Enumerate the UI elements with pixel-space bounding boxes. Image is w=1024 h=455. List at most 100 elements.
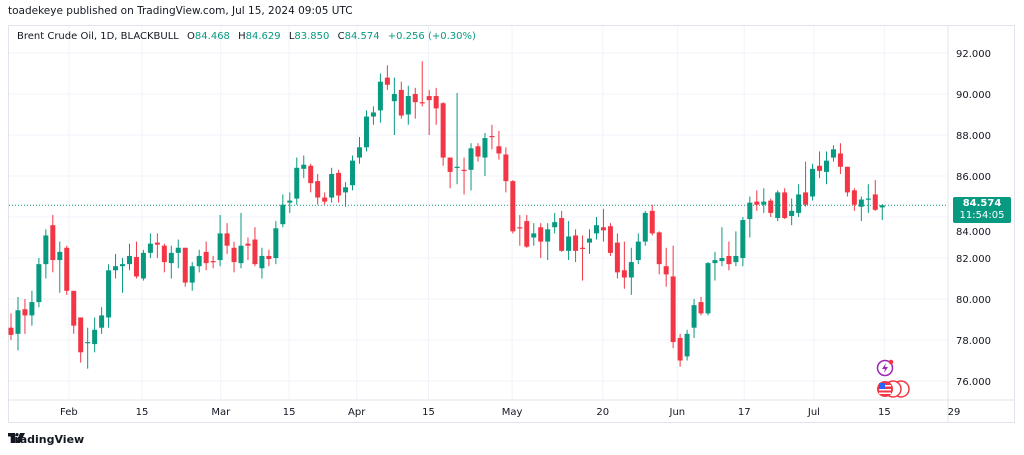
candle [231, 241, 237, 273]
candle [224, 223, 230, 254]
time-tick-label: 20 [596, 407, 609, 418]
candle-body [726, 255, 732, 265]
price-tick-label: 90.000 [956, 90, 991, 101]
candle [384, 65, 390, 90]
price-tick-label: 86.000 [956, 172, 991, 183]
candle [733, 231, 739, 267]
candle [858, 196, 864, 222]
candle-body [224, 233, 230, 246]
brand-name: TradingView [8, 433, 85, 446]
price-tick-label: 78.000 [956, 336, 991, 347]
candle [85, 327, 91, 369]
candle [538, 223, 544, 258]
candle [287, 192, 293, 213]
candle [370, 106, 376, 125]
price-tick-label: 82.000 [956, 254, 991, 265]
tradingview-logo[interactable]: TradingView [8, 433, 84, 446]
candle [817, 151, 823, 179]
candle [126, 243, 132, 271]
candle [405, 85, 411, 125]
candle [712, 251, 718, 281]
candle-body [426, 96, 432, 101]
candle [803, 161, 809, 207]
price-tick-label: 92.000 [956, 49, 991, 60]
grid [9, 26, 948, 400]
candle-body [168, 252, 174, 264]
price-tick-label: 80.000 [956, 295, 991, 306]
candle-body [203, 251, 209, 264]
candle-body [573, 235, 579, 251]
candle [315, 173, 321, 205]
candle [775, 190, 781, 222]
candle-body [252, 239, 258, 265]
candle [593, 217, 599, 240]
us-flag-event-icon[interactable] [875, 379, 911, 399]
price-tick-label: 88.000 [956, 131, 991, 142]
candle-body [510, 181, 516, 232]
candle [120, 258, 126, 293]
candle-body [768, 200, 774, 213]
time-tick-label: May [502, 407, 523, 418]
candle-body [133, 256, 139, 277]
candle-body [447, 157, 453, 172]
candle-body [273, 228, 279, 258]
candle-body [580, 247, 586, 249]
candle [656, 231, 662, 275]
candle [810, 163, 816, 201]
candle [510, 180, 516, 234]
candle [454, 92, 460, 185]
candle [57, 241, 63, 293]
candle-body [57, 251, 63, 261]
candle-body [698, 302, 704, 314]
candle [796, 184, 802, 217]
candle-body [85, 342, 91, 344]
candle [719, 227, 725, 267]
time-tick-label: Apr [348, 407, 366, 418]
candle-body [8, 327, 14, 335]
candle-body [266, 255, 272, 260]
candle-body [245, 243, 251, 246]
candle-body [329, 173, 335, 198]
candle [106, 264, 112, 328]
candle [524, 214, 530, 248]
candle [336, 169, 342, 203]
candle [259, 247, 265, 279]
candle [266, 249, 272, 267]
candle [92, 317, 98, 353]
candle-body [419, 102, 425, 104]
candle-body [733, 255, 739, 263]
candle-body [71, 290, 77, 326]
candle-body [36, 264, 42, 303]
candle [294, 157, 300, 205]
candle-body [614, 242, 620, 273]
candle-body [154, 242, 160, 245]
candle-body [308, 165, 314, 184]
legend-close: C84.574 [337, 31, 380, 42]
lightning-event-icon[interactable] [875, 358, 895, 378]
candle [168, 245, 174, 279]
candle-body [761, 201, 767, 205]
candle-body [789, 210, 795, 216]
candle [412, 87, 418, 119]
candle-body [147, 243, 153, 253]
candle [64, 245, 70, 295]
candle-body [343, 187, 349, 193]
candle-body [872, 194, 878, 210]
candle-body [705, 263, 711, 314]
candle [823, 151, 829, 185]
candle [377, 73, 383, 123]
candle-body [287, 200, 293, 203]
candle [391, 77, 397, 135]
time-tick-label: 15 [283, 407, 296, 418]
candle [740, 217, 746, 267]
candle-body [43, 235, 49, 265]
published-info: toadekeye published on TradingView.com, … [8, 5, 353, 17]
candle [580, 235, 586, 281]
candle [461, 157, 467, 195]
candle-body [489, 136, 495, 138]
candle [99, 307, 105, 334]
candle-body [538, 227, 544, 242]
candle-body [503, 154, 509, 182]
candle [154, 233, 160, 258]
